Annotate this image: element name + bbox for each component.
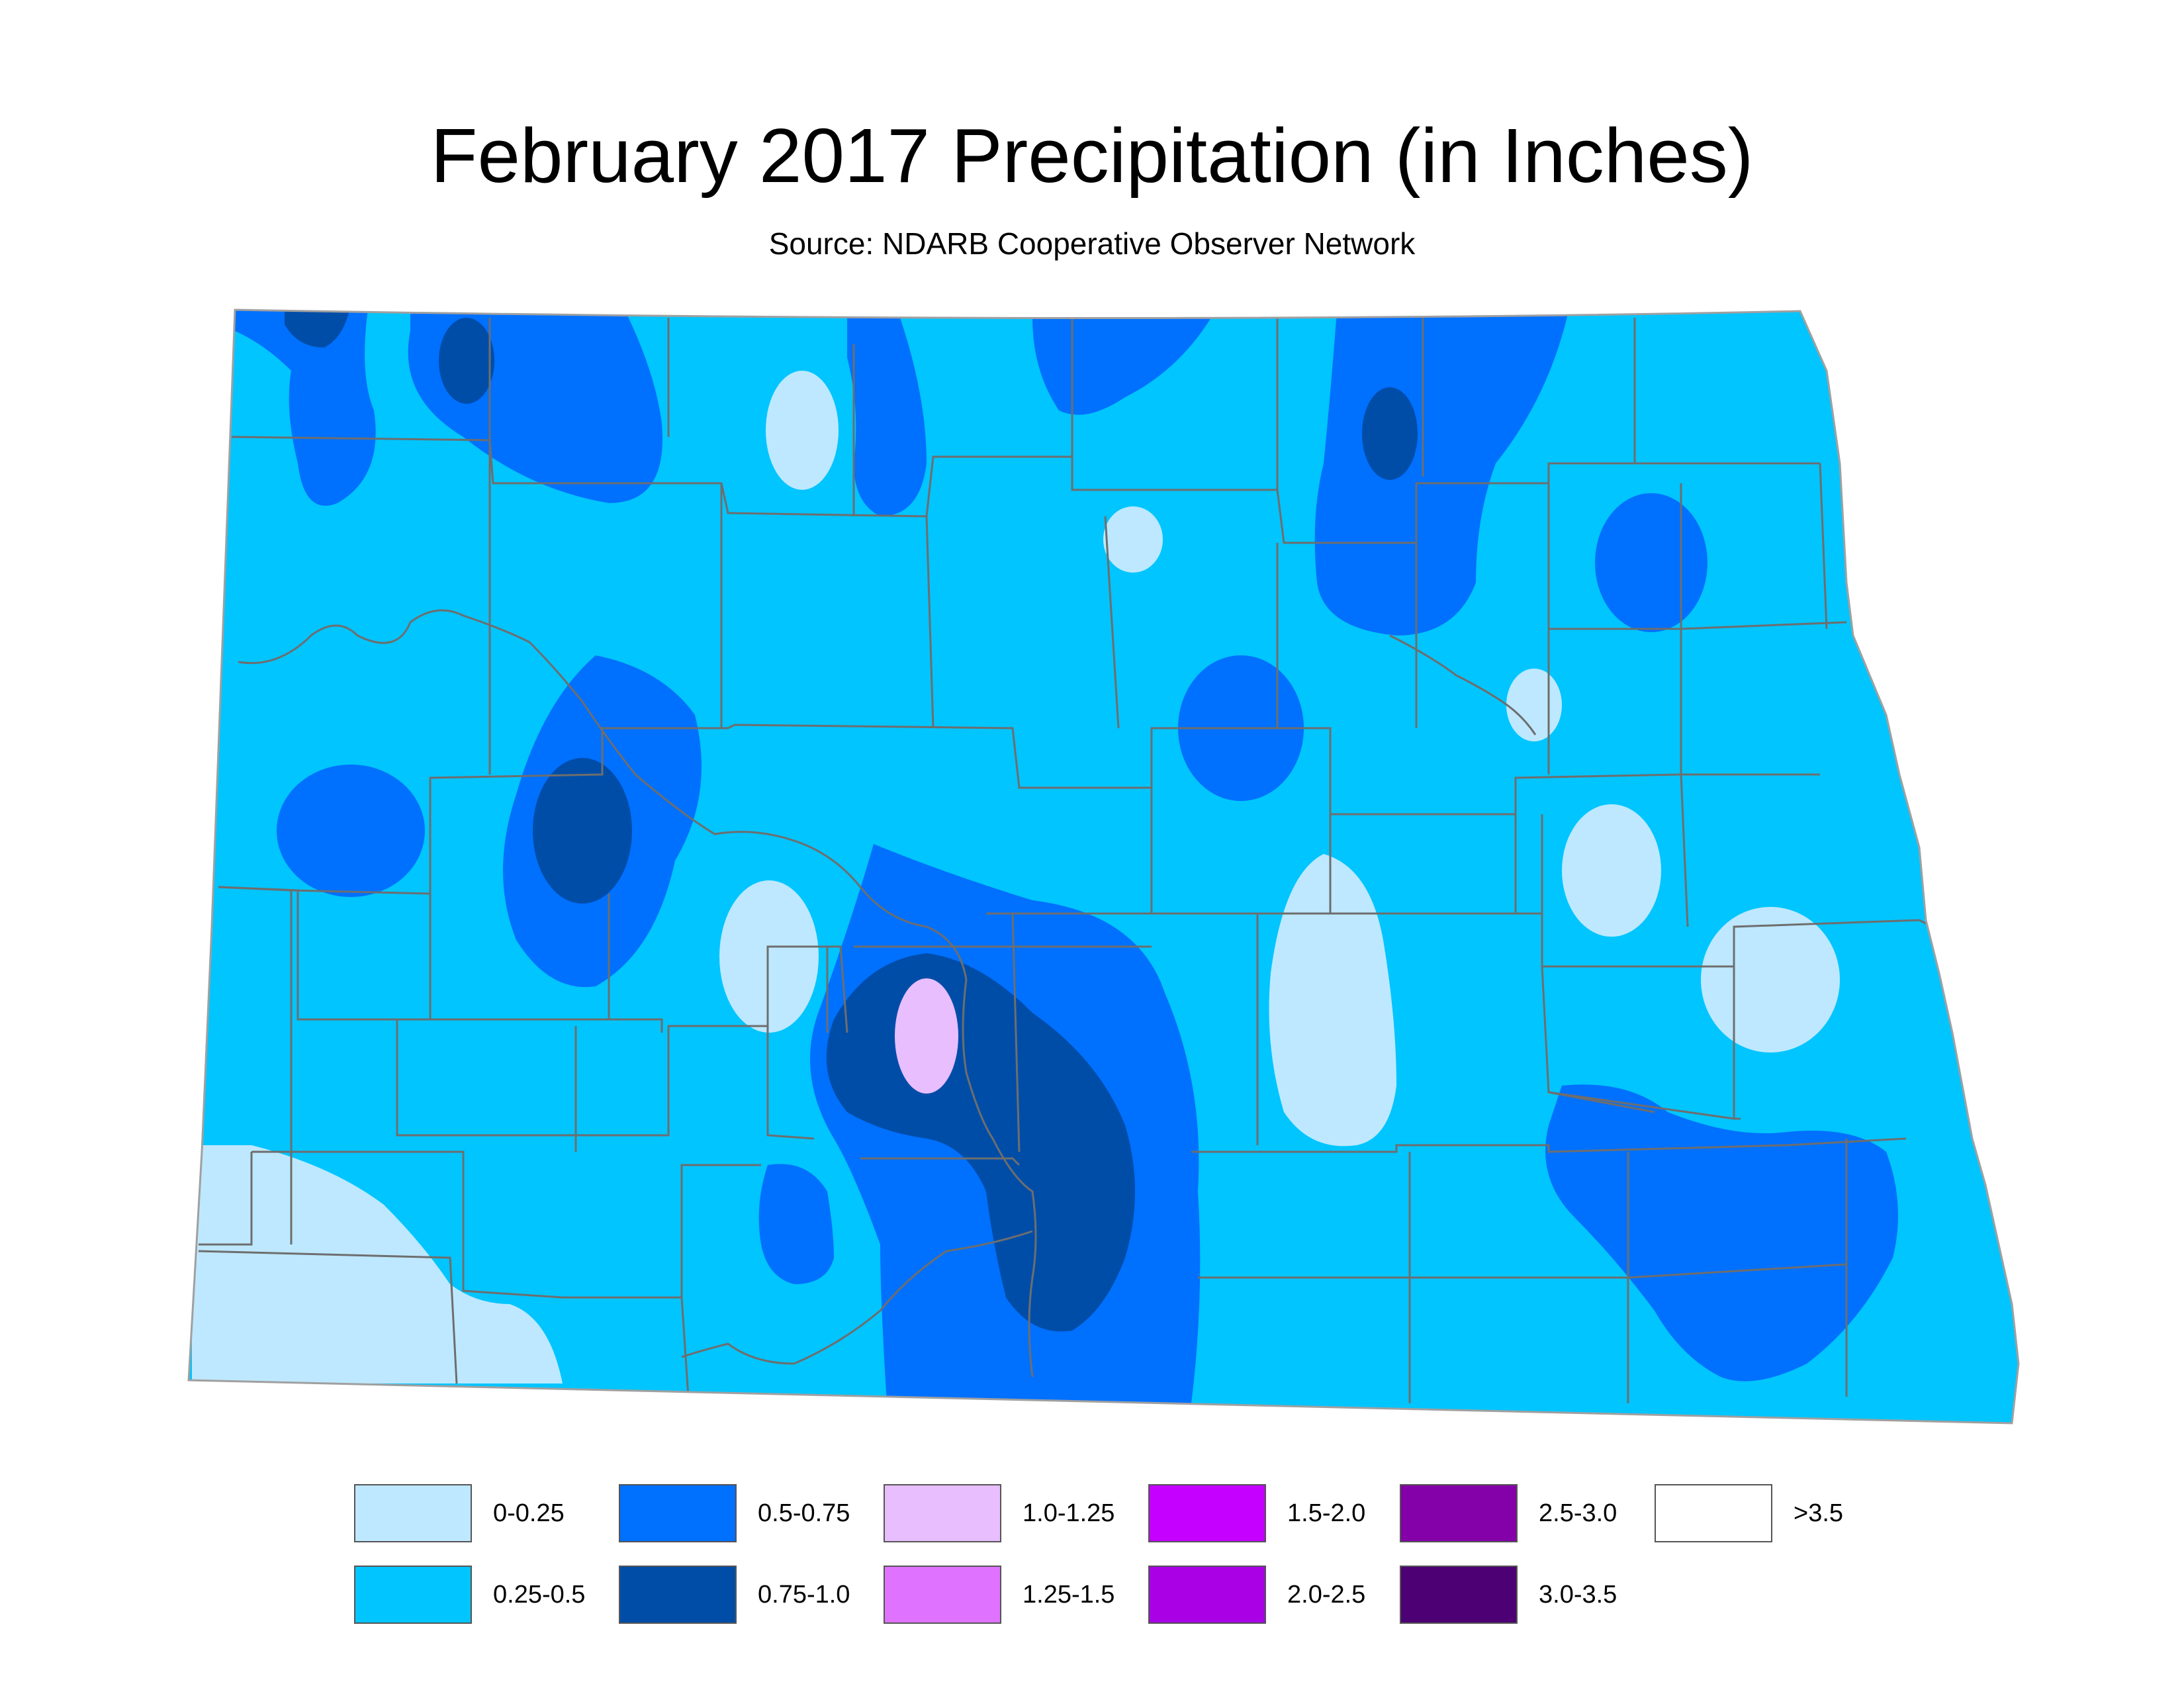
- legend-swatch: [619, 1566, 737, 1624]
- zone-1.0-1.25: [895, 978, 958, 1094]
- zone-se: [1545, 1084, 1898, 1382]
- legend-label: 0-0.25: [493, 1499, 565, 1527]
- legend-label: 0.75-1.0: [758, 1581, 850, 1609]
- page-subtitle: Source: NDARB Cooperative Observer Netwo…: [768, 226, 1416, 261]
- zone-light-sw: [192, 1145, 563, 1383]
- legend-label: 2.5-3.0: [1539, 1499, 1617, 1527]
- zone-light-east: [1562, 804, 1661, 937]
- zone-light-center-east: [1269, 854, 1396, 1147]
- zone-north-mid: [847, 318, 927, 516]
- legend-swatch: [884, 1566, 1001, 1624]
- legend-label: 0.5-0.75: [758, 1499, 850, 1527]
- legend-swatch: [354, 1484, 472, 1542]
- legend-label: 1.0-1.25: [1023, 1499, 1115, 1527]
- legend-swatch: [1400, 1566, 1518, 1624]
- zone-light-north2: [1103, 506, 1163, 573]
- legend-label: 1.5-2.0: [1287, 1499, 1366, 1527]
- page-title: February 2017 Precipitation (in Inches): [430, 113, 1754, 199]
- legend-label: >3.5: [1794, 1499, 1844, 1527]
- zone-west-dark: [533, 758, 632, 904]
- zone-nw-dark-a: [285, 310, 351, 348]
- legend-swatch: [1655, 1484, 1772, 1542]
- legend-swatch: [619, 1484, 737, 1542]
- zone-light-north: [766, 371, 839, 490]
- zone-ne-dark: [1362, 387, 1418, 480]
- legend-label: 1.25-1.5: [1023, 1581, 1115, 1609]
- legend-swatch: [884, 1484, 1001, 1542]
- zones-0-0.25: [192, 371, 1840, 1383]
- zone-nw-dark-b: [439, 318, 494, 404]
- rivers: [238, 609, 1537, 1378]
- legend-swatch: [354, 1566, 472, 1624]
- county-boundaries: [198, 318, 1933, 1403]
- zone-ne-b: [1595, 493, 1707, 632]
- legend-label: 2.0-2.5: [1287, 1581, 1366, 1609]
- zone-south-blob: [758, 1164, 834, 1284]
- legend-swatch: [1148, 1484, 1266, 1542]
- zone-west: [277, 765, 425, 897]
- zone-light-east2: [1701, 907, 1840, 1053]
- zone-light-center: [719, 880, 819, 1033]
- legend-swatch: [1148, 1566, 1266, 1624]
- legend-label: 0.25-0.5: [493, 1581, 586, 1609]
- legend-label: 3.0-3.5: [1539, 1581, 1617, 1609]
- state-outline: [187, 308, 2020, 1425]
- zone-nw-a: [235, 310, 376, 506]
- zone-north-mid2: [1032, 318, 1211, 415]
- legend-swatch: [1400, 1484, 1518, 1542]
